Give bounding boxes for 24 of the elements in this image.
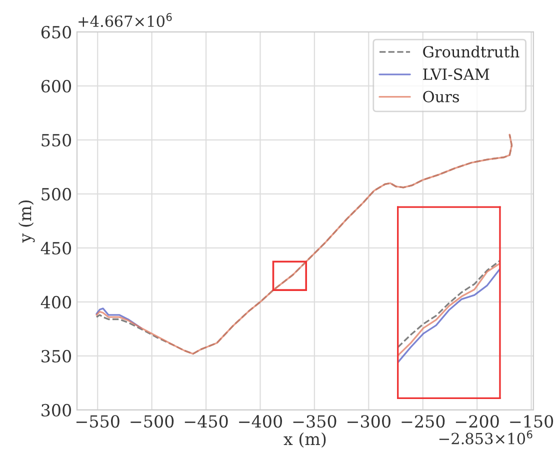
y-tick-label: 600	[41, 80, 72, 93]
x-tick-label: −200	[456, 415, 499, 428]
legend-label: Ours	[423, 90, 459, 102]
x-tick-label: −350	[293, 415, 336, 428]
y-tick-label: 500	[42, 188, 72, 201]
legend-label: LVI-SAM	[423, 68, 490, 80]
x-tick-label: −250	[402, 415, 445, 428]
legend-label: Groundtruth	[423, 46, 520, 58]
x-tick-label: −400	[239, 415, 282, 428]
x-tick-label: −550	[76, 415, 120, 428]
text: −2.853×10$^{6}$	[439, 430, 532, 444]
text: +4.667×10$^{6}$	[78, 12, 172, 27]
y-tick-label: 450	[40, 242, 72, 255]
x-tick-label: −500	[130, 415, 174, 428]
y-tick-label: 400	[40, 296, 72, 309]
y-tick-label: 550	[42, 134, 72, 147]
x-tick-label: −150	[510, 415, 554, 428]
y-tick-label: 300	[42, 404, 72, 417]
x-tick-label: −450	[184, 415, 228, 428]
x-tick-label: −300	[348, 415, 390, 428]
y-tick-label: 350	[42, 350, 72, 363]
y-axis-title: y (m)	[18, 200, 35, 243]
x-axis-title: x (m)	[284, 432, 326, 448]
y-tick-label: 650	[41, 26, 72, 39]
